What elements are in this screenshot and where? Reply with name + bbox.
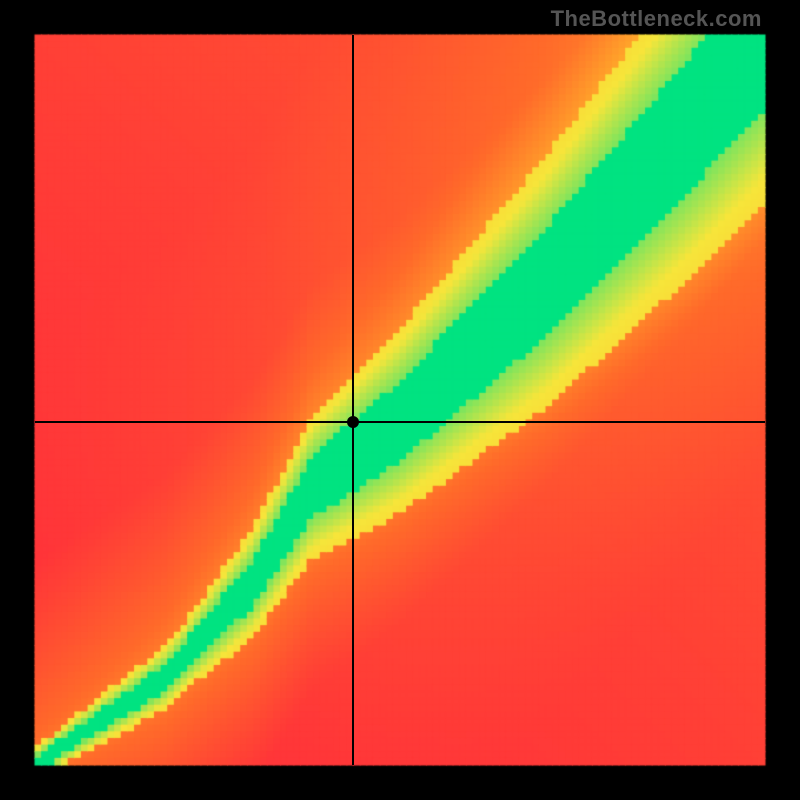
- crosshair-vertical: [352, 35, 354, 765]
- bottleneck-heatmap: [0, 0, 800, 800]
- crosshair-marker: [347, 416, 359, 428]
- crosshair-horizontal: [35, 421, 765, 423]
- watermark-label: TheBottleneck.com: [551, 6, 762, 32]
